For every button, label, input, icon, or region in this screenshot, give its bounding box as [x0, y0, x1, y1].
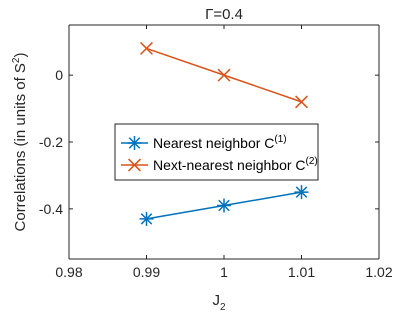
marker-stroke: [140, 213, 153, 225]
series-2-point: [295, 95, 308, 109]
series-2-point: [140, 41, 153, 55]
y-axis-title-sup: 2: [11, 57, 22, 63]
y-tick-label: -0.2: [39, 134, 63, 150]
legend: Nearest neighbor C(1) Next-nearest neigh…: [114, 123, 319, 181]
x-axis-title-main: J: [212, 292, 220, 309]
marker-stroke: [128, 158, 141, 172]
y-axis-title-end: ): [12, 53, 29, 58]
chart-title: Γ=0.4: [205, 6, 243, 23]
y-tick-label: -0.4: [39, 201, 63, 217]
x-tick-label: 1.01: [288, 264, 315, 280]
x-tick-label: 1.02: [365, 264, 392, 280]
series-1-point: [139, 211, 154, 226]
legend-marker: [127, 136, 142, 150]
legend-label-1-main: Nearest neighbor C: [153, 135, 274, 151]
legend-label-2-main: Next-nearest neighbor C: [153, 157, 306, 173]
legend-swatch-1: [121, 136, 148, 150]
series-2-point: [217, 68, 231, 82]
y-tick-label: 0: [55, 67, 63, 83]
x-tick-label: 0.99: [133, 264, 160, 280]
legend-swatch-2: [121, 158, 148, 172]
marker-stroke: [295, 95, 308, 109]
legend-label-1-sup: (1): [274, 134, 286, 145]
marker-stroke: [218, 199, 230, 212]
y-axis-title: Correlations (in units of S2): [11, 53, 29, 232]
series-1: [139, 185, 309, 226]
series-1-point: [217, 198, 231, 213]
marker-stroke: [295, 186, 308, 198]
series-2: [140, 41, 308, 109]
series-1-point: [294, 185, 309, 200]
x-axis-title: J2: [212, 292, 226, 313]
legend-marker: [128, 158, 141, 172]
legend-entry-1: Nearest neighbor C(1): [121, 134, 287, 151]
legend-entry-2: Next-nearest neighbor C(2): [121, 156, 318, 173]
y-axis-ticks: -0.4 -0.2 0: [39, 67, 379, 217]
legend-label-2: Next-nearest neighbor C(2): [153, 156, 318, 173]
marker-stroke: [128, 137, 141, 149]
x-tick-label: 1: [220, 264, 228, 280]
marker-stroke: [217, 68, 231, 82]
legend-box: [114, 123, 319, 181]
legend-label-2-sup: (2): [306, 156, 318, 167]
y-axis-title-main: Correlations (in units of S: [12, 63, 29, 231]
x-axis-title-sub: 2: [220, 302, 226, 313]
legend-label-1: Nearest neighbor C(1): [153, 134, 287, 151]
x-tick-label: 0.98: [55, 264, 82, 280]
series-layer: [139, 41, 309, 226]
marker-stroke: [140, 41, 153, 55]
x-axis-ticks: 0.98 0.99 1 1.01 1.02: [55, 25, 393, 280]
